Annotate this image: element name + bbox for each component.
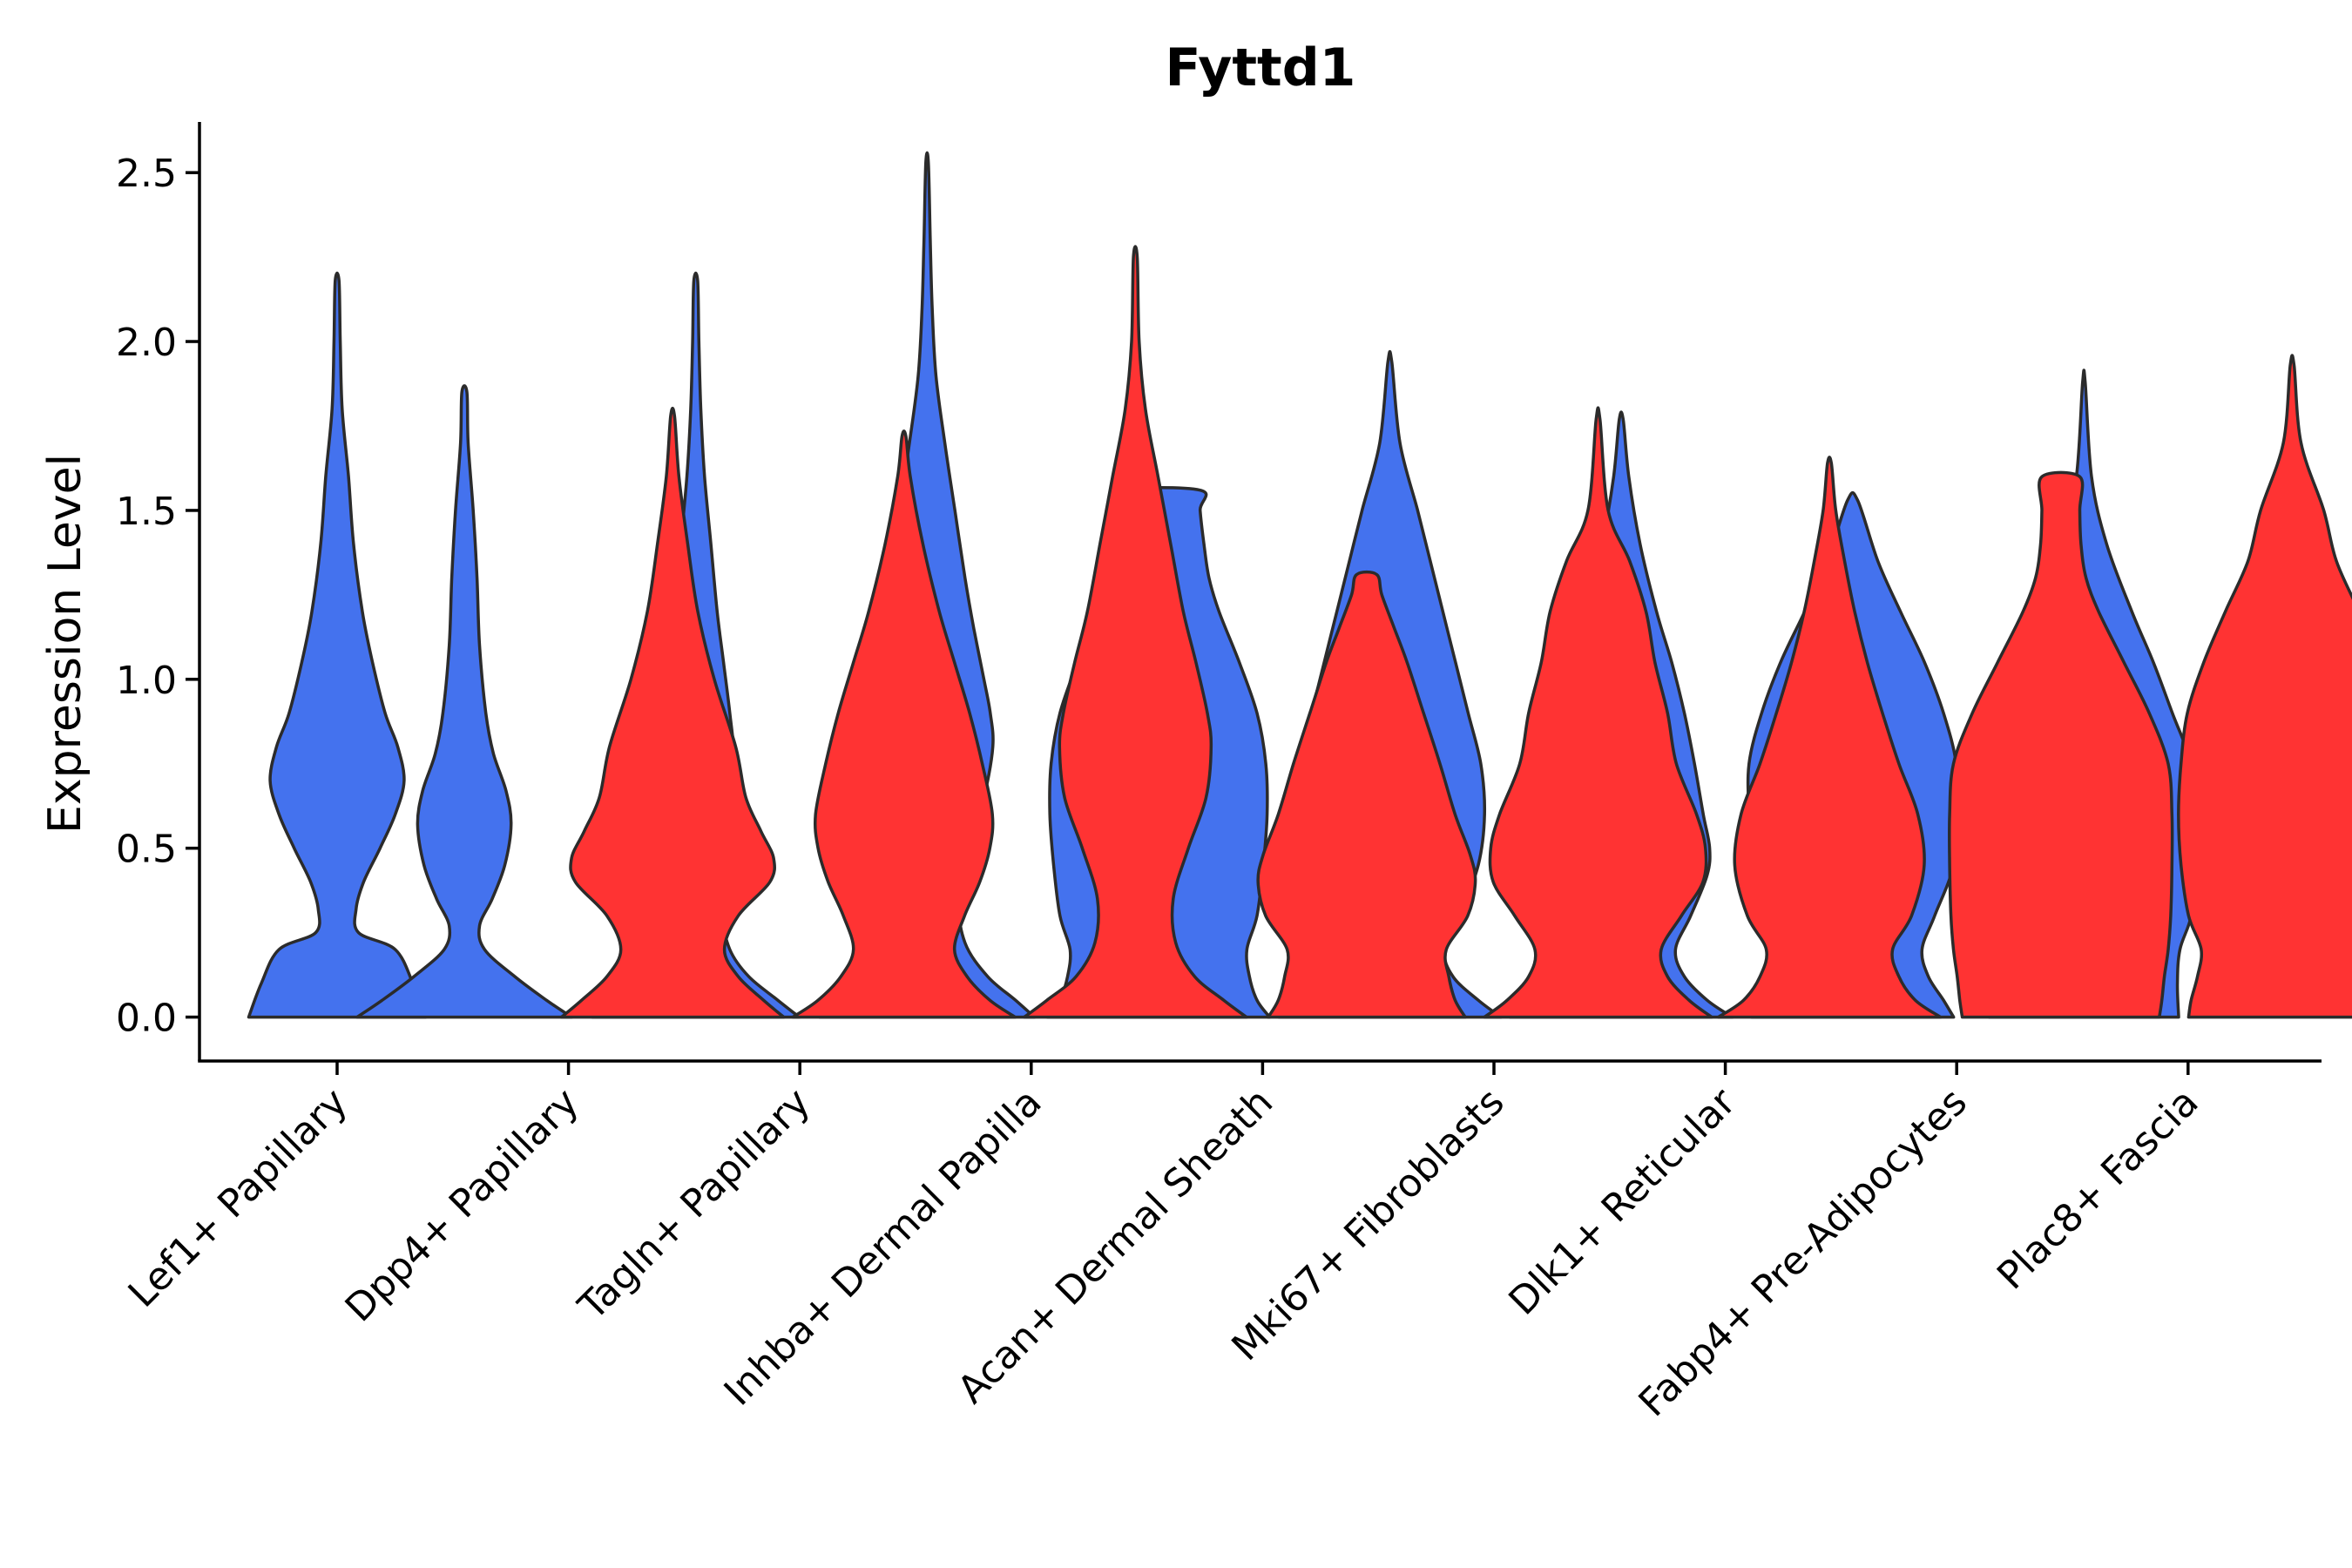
y-tick-label: 2.5 — [116, 152, 177, 196]
violin-group2 — [559, 406, 786, 1019]
violin-group1 — [247, 271, 428, 1019]
y-tick-label: 0.0 — [116, 997, 177, 1041]
violin-group2 — [1947, 470, 2174, 1019]
violins — [247, 151, 2352, 1019]
y-tick-label: 2.0 — [116, 321, 177, 365]
violin-group1 — [355, 384, 574, 1019]
y-tick-label: 1.0 — [116, 659, 177, 703]
x-category-label: Dpp4+ Papillary — [337, 1080, 588, 1331]
violin-group2 — [1716, 456, 1943, 1019]
violin-group2 — [1022, 245, 1248, 1019]
axes — [198, 122, 2322, 1063]
y-axis-label: Expression Level — [39, 454, 91, 834]
y-tick-label: 0.5 — [116, 828, 177, 872]
violin-group2 — [1483, 406, 1713, 1019]
x-category-label: Dlk1+ Reticular — [1500, 1079, 1745, 1324]
x-category-label: Lef1+ Papillary — [120, 1080, 356, 1316]
violin-group2 — [2177, 354, 2352, 1019]
y-ticks: 0.0 0.5 1.0 1.5 2.0 2.5 — [116, 152, 199, 1041]
x-category-label: Tagln+ Papillary — [570, 1080, 819, 1329]
chart-title: Fyttd1 — [1166, 37, 1356, 98]
violin-group2 — [791, 429, 1017, 1019]
y-tick-label: 1.5 — [116, 490, 177, 534]
x-category-label: Plac8+ Fascia — [1989, 1080, 2207, 1299]
violin-group2 — [1256, 570, 1477, 1019]
